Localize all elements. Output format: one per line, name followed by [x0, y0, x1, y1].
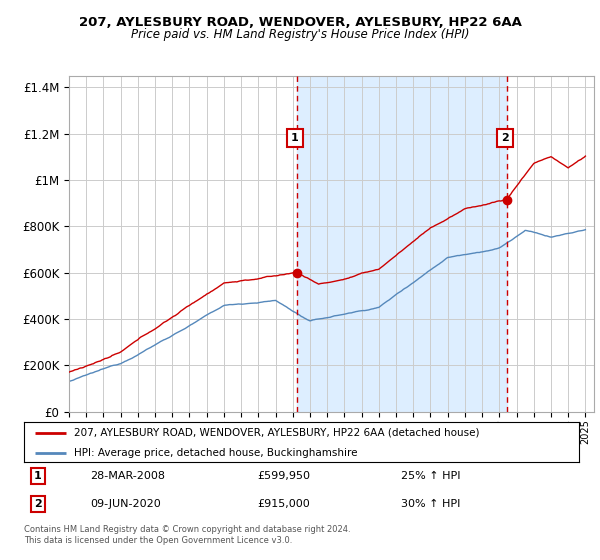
- Text: 2: 2: [34, 499, 42, 509]
- Text: 28-MAR-2008: 28-MAR-2008: [91, 471, 166, 481]
- Text: 1: 1: [291, 133, 299, 143]
- Text: 207, AYLESBURY ROAD, WENDOVER, AYLESBURY, HP22 6AA (detached house): 207, AYLESBURY ROAD, WENDOVER, AYLESBURY…: [74, 428, 479, 438]
- Text: £915,000: £915,000: [257, 499, 310, 509]
- Text: 2: 2: [502, 133, 509, 143]
- Text: HPI: Average price, detached house, Buckinghamshire: HPI: Average price, detached house, Buck…: [74, 448, 358, 458]
- Text: £599,950: £599,950: [257, 471, 310, 481]
- Bar: [297, 76, 507, 412]
- Text: 25% ↑ HPI: 25% ↑ HPI: [401, 471, 461, 481]
- Text: 207, AYLESBURY ROAD, WENDOVER, AYLESBURY, HP22 6AA: 207, AYLESBURY ROAD, WENDOVER, AYLESBURY…: [79, 16, 521, 29]
- Text: Price paid vs. HM Land Registry's House Price Index (HPI): Price paid vs. HM Land Registry's House …: [131, 28, 469, 41]
- Text: Contains HM Land Registry data © Crown copyright and database right 2024.
This d: Contains HM Land Registry data © Crown c…: [24, 525, 350, 545]
- Text: 09-JUN-2020: 09-JUN-2020: [91, 499, 161, 509]
- Text: 1: 1: [34, 471, 42, 481]
- Text: 30% ↑ HPI: 30% ↑ HPI: [401, 499, 461, 509]
